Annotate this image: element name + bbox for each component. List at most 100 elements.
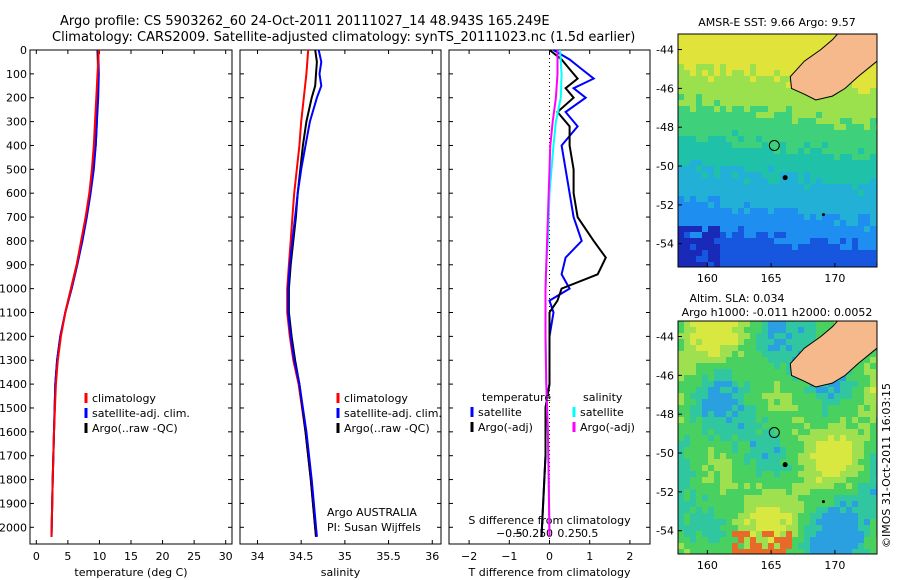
depth-tick-label: 1300 — [0, 354, 27, 367]
sst-map-title: AMSR-E SST: 9.66 Argo: 9.57 — [698, 16, 856, 29]
depth-tick-label: 1900 — [0, 497, 27, 510]
figure-subtitle: Climatology: CARS2009. Satellite-adjuste… — [52, 30, 636, 45]
sst_map-ytick-label: -50 — [656, 160, 674, 173]
temperature-xtick-label: 0 — [33, 550, 40, 563]
salinity-xtick-label: 34.5 — [289, 550, 314, 563]
sst_map-ytick-label: -44 — [656, 44, 674, 57]
difference-salinity-legend-label: satellite — [580, 406, 624, 419]
temperature-legend-label: climatology — [92, 392, 156, 405]
difference-temperature-argo-line — [540, 49, 607, 537]
temperature-legend-label: satellite-adj. clim. — [92, 407, 190, 420]
sst_map-field — [678, 34, 877, 267]
depth-tick-label: 1100 — [0, 307, 27, 320]
depth-tick-label: 1700 — [0, 450, 27, 463]
sst_map-ytick-label: -52 — [656, 199, 674, 212]
salinity-xtick-label: 36 — [425, 550, 439, 563]
difference-temperature-legend-title: temperature — [482, 391, 551, 404]
depth-tick-label: 700 — [6, 211, 27, 224]
depth-tick-label: 1600 — [0, 426, 27, 439]
sla_map-ytick-label: -52 — [656, 486, 674, 499]
salinity-diff-tick-label: −0.25 — [513, 527, 547, 540]
salinity-xlabel: salinity — [321, 566, 361, 579]
sst_map-auckland-islands — [782, 175, 788, 181]
sla_map-argo-marker — [768, 427, 780, 439]
depth-tick-label: 400 — [6, 139, 27, 152]
depth-tick-label: 800 — [6, 235, 27, 248]
sla_map-ytick-label: -48 — [656, 408, 674, 421]
sla_map-land — [789, 321, 877, 388]
temperature-axes-box — [29, 49, 233, 545]
sst_map-argo-marker — [768, 140, 780, 152]
difference-xlabel: T difference from climatology — [468, 566, 631, 579]
difference-xtick-label: 1 — [586, 550, 593, 563]
salinity-satellite-line — [287, 49, 323, 537]
salinity-legend-label: climatology — [344, 392, 408, 405]
salinity-xtick-label: 35 — [338, 550, 352, 563]
depth-tick-label: 500 — [6, 163, 27, 176]
salinity-legend-label: satellite-adj. clim. — [344, 407, 442, 420]
temperature-xtick-label: 10 — [92, 550, 106, 563]
depth-tick-label: 0 — [20, 44, 27, 57]
sla_map-xtick-label: 170 — [824, 559, 845, 572]
sla_map-xtick-label: 160 — [697, 559, 718, 572]
sla_map-frame — [677, 320, 878, 555]
depth-tick-label: 1000 — [0, 283, 27, 296]
panel-temperature: 0 5 10 15 20 25 300100200300400500600700800900… — [0, 44, 233, 579]
sst_map-panel: 160 165 170 -44 -46 -48 -50 -52 -54 — [656, 33, 878, 285]
sla-map-title: Altim. SLA: 0.034 — [689, 292, 784, 305]
difference-salinity-legend-label: Argo(-adj) — [580, 421, 635, 434]
depth-tick-label: 100 — [6, 68, 27, 81]
sla_map-campbell-island — [821, 500, 825, 504]
depth-tick-label: 1800 — [0, 474, 27, 487]
difference-salinity-argo-line — [544, 50, 559, 537]
sla_map-panel: 160 165 170 -44 -46 -48 -50 -52 -54 — [656, 320, 878, 572]
sla_map-ytick-label: -50 — [656, 447, 674, 460]
difference-xtick-label: −2 — [461, 550, 477, 563]
difference-xtick-label: −1 — [501, 550, 517, 563]
sst_map-ytick-label: -54 — [656, 238, 674, 251]
sla_map-field — [678, 321, 877, 554]
sst_map-xtick-label: 160 — [697, 272, 718, 285]
temperature-xtick-label: 25 — [187, 550, 201, 563]
figure-title: Argo profile: CS 5903262_60 24-Oct-2011 … — [60, 14, 550, 29]
sst_map-xtick-label: 165 — [761, 272, 782, 285]
sla_map-xtick-label: 165 — [761, 559, 782, 572]
difference-temperature-legend-label: satellite — [478, 406, 522, 419]
depth-tick-label: 1500 — [0, 402, 27, 415]
salinity-xtick-label: 35.5 — [376, 550, 401, 563]
sla_map-ytick-label: -54 — [656, 525, 674, 538]
difference-temperature-legend-label: Argo(-adj) — [478, 421, 533, 434]
difference-axes-box — [448, 49, 651, 545]
sla_map-auckland-islands — [782, 462, 788, 468]
depth-tick-label: 300 — [6, 116, 27, 129]
temperature-xlabel: temperature (deg C) — [74, 566, 187, 579]
argo-institution-label: Argo AUSTRALIA — [327, 506, 417, 519]
depth-tick-label: 600 — [6, 187, 27, 200]
sst_map-ytick-label: -48 — [656, 121, 674, 134]
sst_map-frame — [677, 33, 878, 268]
difference-xtick-label: 0 — [546, 550, 553, 563]
difference-salinity-legend-title: salinity — [583, 391, 623, 404]
temperature-xtick-label: 20 — [156, 550, 170, 563]
sst_map-campbell-island — [821, 213, 825, 217]
sst_map-xtick-label: 170 — [824, 272, 845, 285]
sla_map-ytick-label: -46 — [656, 369, 674, 382]
sst_map-ytick-label: -46 — [656, 82, 674, 95]
sla-map-subtitle: Argo h1000: -0.011 h2000: 0.0052 — [682, 306, 873, 319]
panel-salinity: 34 34.5 35 35.5 36 salinity climatology satelli… — [239, 49, 442, 579]
difference-xtick-label: 2 — [626, 550, 633, 563]
argo-pi-label: PI: Susan Wijffels — [327, 521, 421, 534]
salinity-diff-tick-label: 0.5 — [581, 527, 599, 540]
depth-tick-label: 900 — [6, 259, 27, 272]
depth-tick-label: 200 — [6, 92, 27, 105]
temperature-climatology-line — [50, 49, 100, 537]
temperature-xtick-label: 30 — [219, 550, 233, 563]
salinity-xtick-label: 34 — [250, 550, 264, 563]
salinity-legend-label: Argo(..raw -QC) — [344, 422, 430, 435]
imos-timestamp-label: ©IMOS 31-Oct-2011 16:03:15 — [880, 383, 893, 548]
depth-tick-label: 2000 — [0, 521, 27, 534]
depth-tick-label: 1400 — [0, 378, 27, 391]
salinity-axes-box — [239, 49, 442, 545]
panel-difference: −2 −1 0 1 2 T difference from climatology −0.5… — [448, 49, 651, 579]
